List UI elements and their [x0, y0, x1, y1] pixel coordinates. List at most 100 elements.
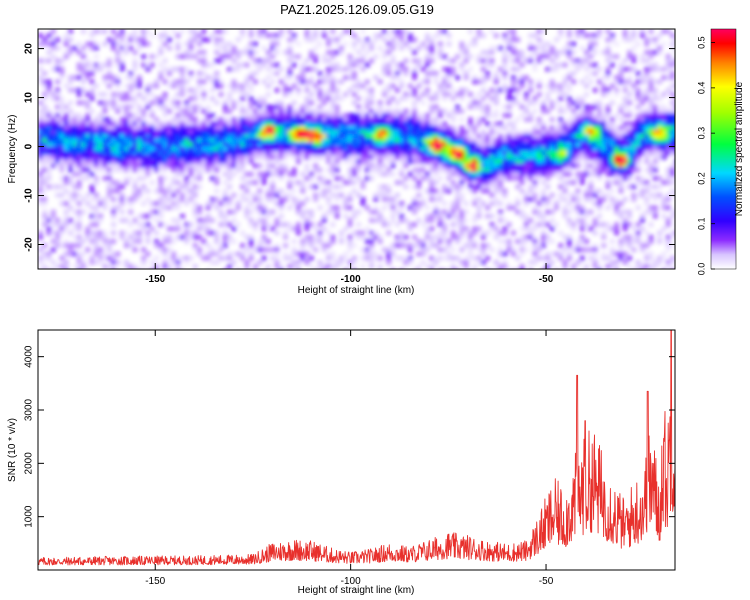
heatmap-cell [605, 142, 611, 148]
heatmap-cell [98, 92, 104, 97]
heatmap-cell [635, 260, 641, 265]
heatmap-cell [455, 108, 460, 114]
heatmap-cell [149, 163, 155, 169]
heatmap-cell [416, 129, 422, 135]
heatmap-cell [360, 113, 366, 118]
heatmap-cell [446, 176, 452, 181]
heatmap-cell [93, 247, 99, 253]
heatmap-cell [63, 243, 69, 248]
heatmap-cell [248, 138, 254, 143]
heatmap-cell [300, 146, 306, 152]
heatmap-cell [132, 79, 138, 85]
heatmap-cell [205, 159, 211, 164]
heatmap-cell [42, 146, 48, 152]
heatmap-cell [334, 66, 340, 72]
heatmap-cell [468, 138, 473, 143]
heatmap-cell [640, 121, 645, 127]
heatmap-cell [502, 163, 508, 169]
heatmap-cell [158, 213, 164, 219]
heatmap-cell [59, 71, 65, 76]
heatmap-cell [472, 171, 478, 177]
heatmap-cell [235, 142, 241, 148]
heatmap-cell [425, 142, 430, 148]
heatmap-cell [631, 33, 637, 38]
heatmap-cell [102, 255, 108, 261]
heatmap-cell [480, 134, 486, 139]
heatmap-cell [597, 138, 602, 143]
heatmap-cell [85, 171, 91, 177]
heatmap-cell [670, 117, 675, 122]
heatmap-cell [558, 184, 564, 190]
heatmap-cell [240, 117, 245, 122]
heatmap-cell [450, 171, 456, 177]
heatmap-cell [317, 230, 323, 236]
heatmap-cell [536, 176, 542, 181]
heatmap-cell [360, 184, 366, 190]
heatmap-cell [188, 197, 194, 202]
heatmap-cell [541, 100, 546, 106]
heatmap-cell [167, 129, 172, 135]
heatmap-cell [532, 50, 538, 55]
heatmap-cell [218, 209, 224, 215]
heatmap-cell [197, 155, 202, 160]
heatmap-cell [532, 247, 538, 253]
heatmap-cell [278, 108, 284, 114]
heatmap-cell [429, 37, 435, 43]
heatmap-cell [635, 41, 641, 47]
heatmap-cell [321, 226, 327, 232]
heatmap-cell [192, 150, 198, 156]
heatmap-cell [59, 117, 65, 122]
heatmap-cell [308, 50, 314, 55]
heatmap-cell [106, 180, 112, 185]
heatmap-cell [201, 142, 207, 148]
heatmap-cell [218, 117, 224, 122]
heatmap-cell [85, 138, 91, 143]
heatmap-cell [545, 41, 551, 47]
heatmap-cell [665, 117, 671, 122]
heatmap-cell [558, 121, 564, 127]
heatmap-cell [197, 251, 202, 257]
heatmap-cell [644, 251, 650, 257]
heatmap-cell [575, 239, 581, 244]
heatmap-cell [111, 159, 116, 164]
heatmap-cell [584, 108, 589, 114]
heatmap-cell [167, 239, 172, 244]
heatmap-cell [201, 58, 207, 64]
heatmap-cell [541, 239, 546, 244]
heatmap-cell [433, 163, 439, 169]
heatmap-cell [347, 62, 353, 68]
heatmap-cell [339, 50, 344, 55]
heatmap-cell [480, 150, 486, 156]
heatmap-cell [89, 134, 95, 139]
heatmap-cell [614, 146, 620, 152]
heatmap-cell [644, 150, 650, 156]
heatmap-cell [244, 129, 250, 135]
heatmap-cell [330, 192, 336, 198]
heatmap-cell [304, 125, 310, 131]
heatmap-cell [149, 83, 155, 89]
heatmap-cell [330, 264, 336, 269]
heatmap-cell [506, 243, 512, 248]
heatmap-cell [162, 163, 168, 169]
heatmap-cell [192, 134, 198, 139]
heatmap-cell [218, 163, 224, 169]
heatmap-cell [635, 264, 641, 269]
heatmap-cell [141, 155, 147, 160]
heatmap-cell [128, 176, 134, 181]
heatmap-cell [145, 121, 151, 127]
heatmap-cell [218, 121, 224, 127]
heatmap-cell [317, 121, 323, 127]
heatmap-cell [480, 129, 486, 135]
heatmap-cell [566, 96, 572, 101]
heatmap-cell [661, 129, 667, 135]
heatmap-cell [106, 71, 112, 76]
heatmap-cell [399, 155, 405, 160]
heatmap-cell [326, 121, 331, 127]
heatmap-cell [162, 58, 168, 64]
heatmap-cell [566, 234, 572, 240]
heatmap-cell [652, 163, 658, 169]
heatmap-cell [81, 62, 86, 68]
heatmap-cell [601, 113, 607, 118]
heatmap-cell [665, 243, 671, 248]
